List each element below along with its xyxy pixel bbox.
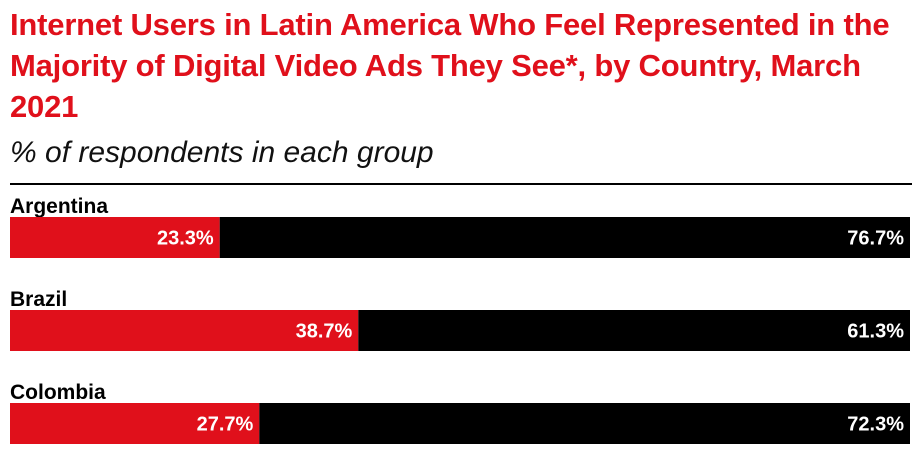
data-label-brazil-1: 38.7% (296, 321, 353, 343)
bar-segment-brazil-1 (10, 310, 359, 351)
data-label-argentina-2: 76.7% (847, 228, 904, 250)
category-label-argentina: Argentina (10, 195, 108, 218)
data-label-argentina-1: 23.3% (157, 228, 214, 250)
bar-segment-argentina-1 (10, 217, 220, 258)
chart-svg: Argentina 23.3% 76.7% Brazil 38.7% 61.3% Colom… (10, 195, 910, 444)
bar-segment-argentina-2 (219, 217, 910, 258)
stacked-bar-chart: Argentina 23.3% 76.7% Brazil 38.7% 61.3% Colom… (10, 195, 910, 461)
bar-segment-brazil-2 (358, 310, 910, 351)
category-label-colombia: Colombia (10, 381, 106, 404)
chart-subtitle: % of respondents in each group (10, 136, 434, 169)
title-divider (10, 183, 912, 185)
category-label-brazil: Brazil (10, 288, 67, 311)
data-label-colombia-1: 27.7% (197, 414, 254, 436)
data-label-colombia-2: 72.3% (847, 414, 904, 436)
chart-title: Internet Users in Latin America Who Feel… (10, 7, 890, 124)
data-label-brazil-2: 61.3% (847, 321, 904, 343)
bar-segment-colombia-2 (259, 403, 910, 444)
bar-segment-colombia-1 (10, 403, 260, 444)
